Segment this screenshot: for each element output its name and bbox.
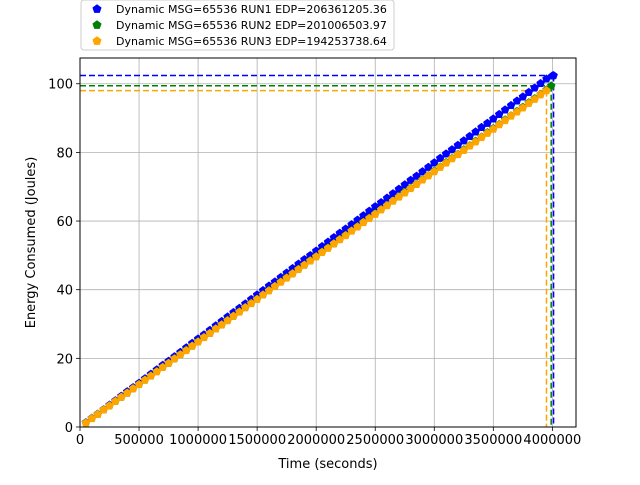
reference-lines xyxy=(80,74,555,427)
x-tick-label: 500000 xyxy=(114,433,164,448)
series-layer xyxy=(81,70,558,427)
legend-box xyxy=(80,0,395,51)
legend-label-2: Dynamic MSG=65536 RUN2 EDP=201006503.97 xyxy=(116,19,387,32)
x-tick-label: 1000000 xyxy=(169,433,227,448)
legend-marker-2 xyxy=(92,20,102,29)
x-tick-label: 1500000 xyxy=(228,433,286,448)
y-tick-label: 40 xyxy=(56,284,73,299)
x-axis-title: Time (seconds) xyxy=(277,457,377,472)
x-tick-label: 3500000 xyxy=(464,433,522,448)
legend-label-1: Dynamic MSG=65536 RUN1 EDP=206361205.36 xyxy=(116,3,387,16)
x-tick-label: 4000000 xyxy=(523,433,581,448)
plot-frame xyxy=(79,57,577,428)
axis-ticks: 0 500000 1000000 1500000 2000000 2500000 30000… xyxy=(48,78,581,448)
series-1-point xyxy=(549,70,558,80)
y-tick-label: 100 xyxy=(48,78,73,93)
y-tick-label: 0 xyxy=(65,421,73,436)
y-tick-label: 60 xyxy=(56,215,73,230)
grid xyxy=(79,58,576,428)
x-tick-label: 2000000 xyxy=(287,433,345,448)
legend-marker-3 xyxy=(92,36,102,45)
series-3 xyxy=(81,86,551,427)
legend: Dynamic MSG=65536 RUN1 EDP=206361205.36 D… xyxy=(80,0,395,51)
x-tick-label: 3000000 xyxy=(405,433,463,448)
series-3-point xyxy=(542,86,551,95)
y-tick-label: 80 xyxy=(56,146,73,161)
series-2-point xyxy=(546,81,556,90)
y-tick-label: 20 xyxy=(56,352,73,367)
x-tick-label: 0 xyxy=(76,433,84,448)
legend-label-3: Dynamic MSG=65536 RUN3 EDP=194253738.64 xyxy=(116,35,387,48)
x-tick-label: 2500000 xyxy=(346,433,404,448)
y-axis-title: Energy Consumed (Joules) xyxy=(24,157,39,329)
legend-marker-1 xyxy=(92,4,102,13)
